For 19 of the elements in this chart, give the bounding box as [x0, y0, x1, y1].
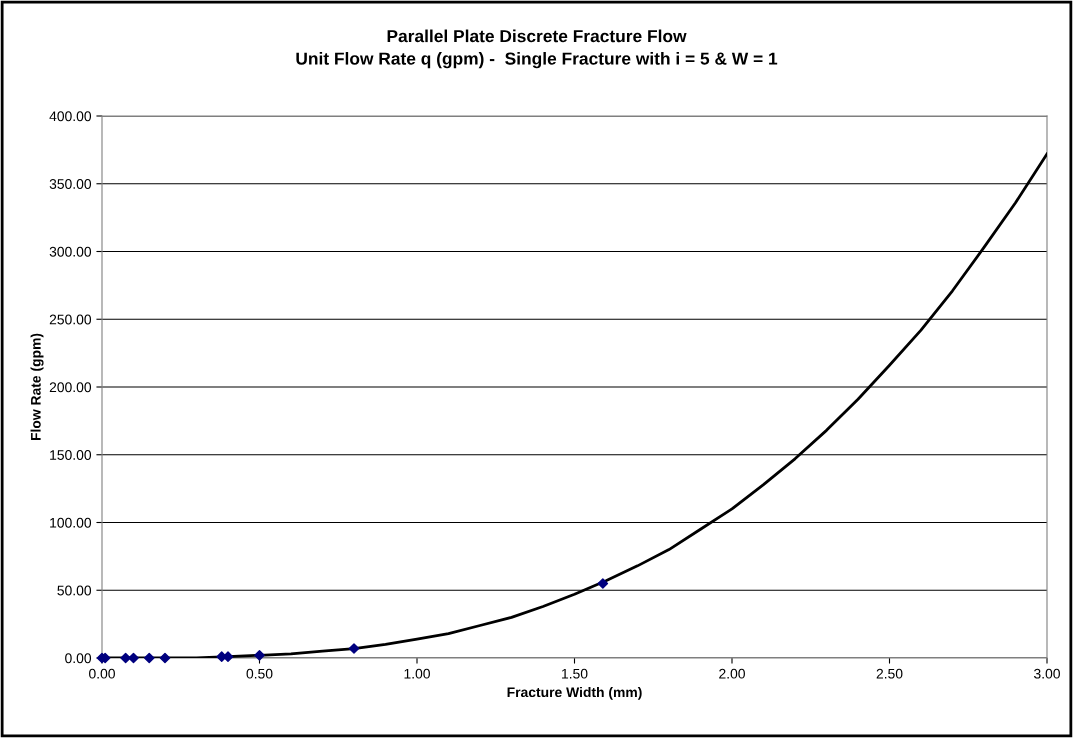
- x-tick-label: 3.00: [1034, 668, 1060, 679]
- y-tick-label: 150.00: [50, 450, 92, 460]
- y-axis-title: Flow Rate (gpm): [30, 333, 44, 441]
- x-tick-label: 0.50: [246, 668, 273, 679]
- x-tick-label: 2.00: [719, 668, 745, 679]
- chart-title: Parallel Plate Discrete Fracture Flow Unit Flow Rate q (gpm) - Single Fracture with i = 5 & W = 1: [296, 29, 778, 69]
- y-tick-label: 250.00: [49, 314, 92, 325]
- x-tick-label: 1.00: [404, 668, 430, 679]
- y-tick-label: 200.00: [49, 382, 92, 393]
- y-tick-label: 100.00: [50, 517, 92, 528]
- x-tick-label: 1.50: [562, 668, 588, 679]
- x-tick-label: 2.50: [876, 668, 903, 679]
- x-axis-title: Fracture Width (mm): [507, 686, 642, 700]
- y-tick-label: 0.00: [65, 653, 92, 664]
- y-tick-label: 350.00: [49, 179, 92, 189]
- y-tick-label: 300.00: [49, 246, 92, 257]
- y-tick-label: 50.00: [57, 585, 92, 596]
- y-tick-label: 400.00: [49, 111, 92, 122]
- x-tick-label: 0.00: [89, 668, 115, 679]
